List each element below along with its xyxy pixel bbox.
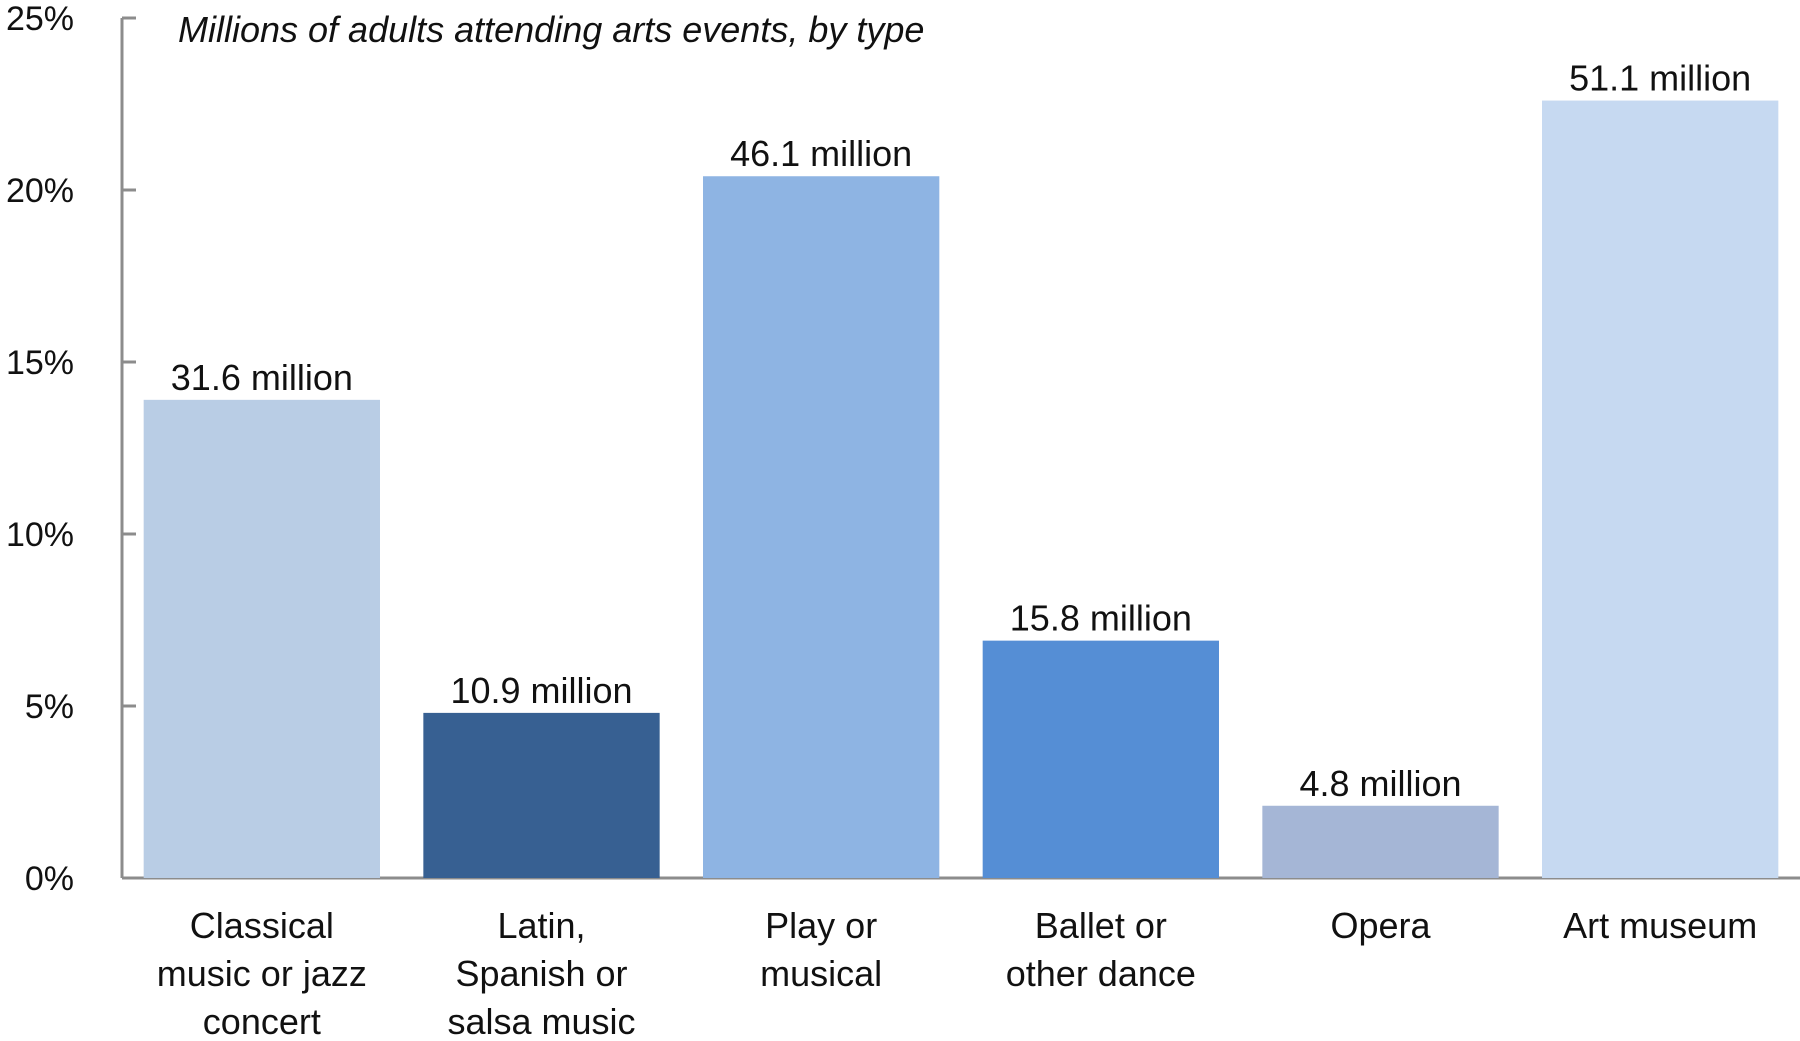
data-label: 51.1 million: [1569, 58, 1751, 99]
category-label-line: Latin,: [497, 905, 585, 946]
bar: [143, 399, 380, 878]
y-tick-label: 25%: [6, 0, 74, 38]
labels: 0% 5% 10% 15% 20% 25% 31.6 million Classical mus…: [6, 0, 1757, 1041]
y-tick-label: 10%: [6, 516, 74, 554]
chart-title: Millions of adults attending arts events…: [178, 9, 924, 50]
data-label: 46.1 million: [730, 133, 912, 174]
category-label: Classical music or jazz concert: [157, 905, 367, 1041]
bar: [982, 640, 1219, 878]
category-label-line: salsa music: [447, 1001, 635, 1041]
category-label: Art museum: [1563, 905, 1757, 946]
y-tick-label: 15%: [6, 344, 74, 382]
y-tick-label: 20%: [6, 172, 74, 210]
category-label-line: Play or: [765, 905, 877, 946]
category-label-line: Art museum: [1563, 905, 1757, 946]
bar: [703, 176, 940, 879]
category-label-line: Ballet or: [1035, 905, 1167, 946]
category-label: Play or musical: [760, 905, 882, 994]
category-label-line: Opera: [1330, 905, 1431, 946]
bars: [143, 100, 1779, 879]
data-label: 31.6 million: [171, 357, 353, 398]
category-label-line: music or jazz: [157, 953, 367, 994]
bar: [1262, 805, 1499, 878]
category-label: Latin, Spanish or salsa music: [447, 905, 635, 1041]
data-label: 10.9 million: [450, 670, 632, 711]
category-label-line: musical: [760, 953, 882, 994]
y-tick-label: 5%: [25, 688, 74, 726]
category-label-line: other dance: [1006, 953, 1196, 994]
bar: [423, 712, 660, 878]
axes: [120, 16, 1800, 880]
y-tick-label: 0%: [25, 860, 74, 898]
category-label-line: Classical: [190, 905, 334, 946]
category-label-line: Spanish or: [455, 953, 627, 994]
data-label: 15.8 million: [1010, 598, 1192, 639]
category-label-line: concert: [203, 1001, 321, 1041]
bar: [1542, 100, 1779, 878]
category-label: Ballet or other dance: [1006, 905, 1196, 994]
data-label: 4.8 million: [1299, 763, 1461, 804]
category-label: Opera: [1330, 905, 1431, 946]
